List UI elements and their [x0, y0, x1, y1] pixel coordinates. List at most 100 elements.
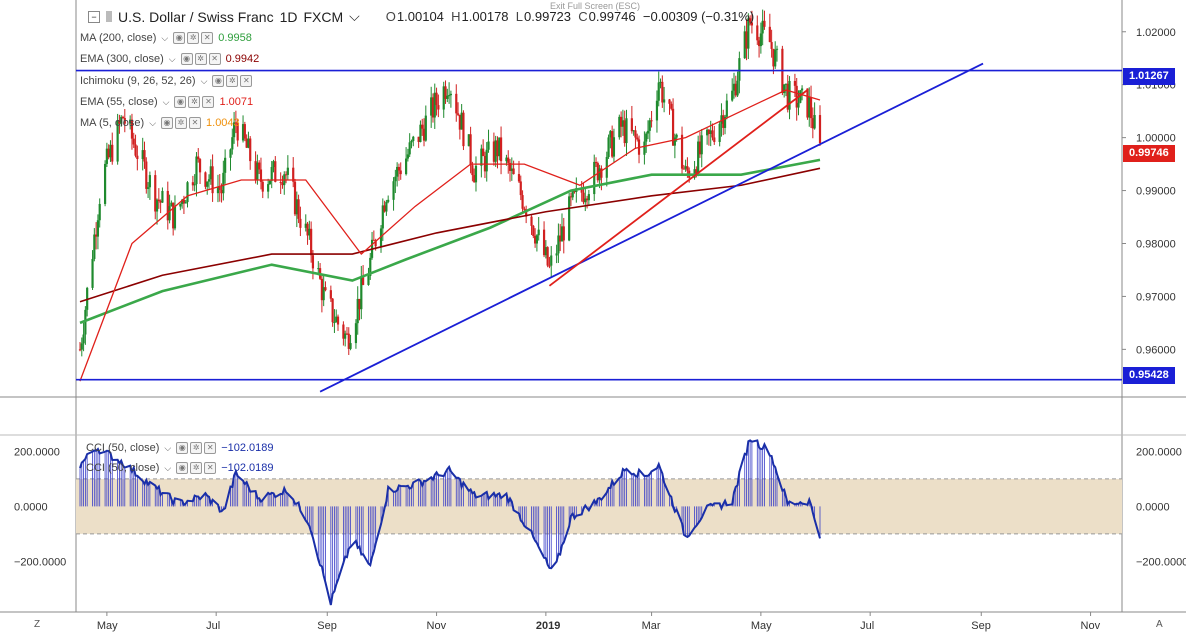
indicator-legend-row[interactable]: MA (5, close) ⌵ ◉ ✲ ✕ 1.0043: [80, 117, 240, 129]
candle-body: [387, 199, 390, 202]
candle-body: [331, 298, 334, 323]
indicator-label[interactable]: EMA (55, close): [80, 96, 158, 108]
candle-body: [98, 203, 101, 221]
data-source[interactable]: FXCM: [303, 8, 344, 25]
eye-icon[interactable]: ◉: [176, 462, 189, 474]
candle-body: [247, 138, 250, 148]
close-icon[interactable]: ✕: [202, 96, 215, 108]
candle-body: [181, 199, 184, 204]
indicator-legend-row[interactable]: EMA (55, close) ⌵ ◉ ✲ ✕ 1.0071: [80, 96, 253, 108]
candle-body: [399, 170, 402, 175]
candle-body: [324, 287, 327, 291]
candle-body: [161, 190, 164, 203]
candle-body: [510, 168, 513, 171]
close-icon[interactable]: ✕: [208, 53, 221, 65]
indicator-legend-row[interactable]: EMA (300, close) ⌵ ◉ ✲ ✕ 0.9942: [80, 53, 259, 65]
indicator-legend-row[interactable]: MA (200, close) ⌵ ◉ ✲ ✕ 0.9958: [80, 32, 252, 44]
candle-body: [336, 316, 340, 325]
chevron-down-icon[interactable]: ⌵: [200, 75, 208, 86]
candle-body: [731, 90, 734, 101]
chevron-down-icon[interactable]: ⌵: [161, 32, 169, 43]
collapse-icon[interactable]: −: [88, 10, 100, 23]
eye-icon[interactable]: ◉: [174, 96, 187, 108]
candle-body: [772, 48, 775, 67]
cci-legend-row[interactable]: CCI (50, close) ⌵ ◉ ✲ ✕ −102.0189: [86, 462, 274, 474]
gear-icon[interactable]: ✲: [190, 442, 203, 454]
chevron-down-icon[interactable]: ⌵: [164, 462, 172, 473]
gear-icon[interactable]: ✲: [226, 75, 239, 87]
ema300-line: [79, 167, 821, 303]
indicator-legend-row[interactable]: Ichimoku (9, 26, 52, 26) ⌵ ◉ ✲ ✕: [80, 75, 257, 87]
candle-body: [482, 148, 485, 156]
candle-body: [367, 276, 370, 285]
candle-body: [211, 166, 214, 194]
eye-icon[interactable]: ◉: [212, 75, 225, 87]
close-icon[interactable]: ✕: [189, 117, 202, 129]
candle-body: [311, 255, 315, 269]
auto-scale-button[interactable]: A: [1156, 619, 1163, 630]
gear-icon[interactable]: ✲: [190, 462, 203, 474]
candle-body: [170, 202, 173, 207]
close-icon[interactable]: ✕: [204, 442, 217, 454]
gear-icon[interactable]: ✲: [188, 96, 201, 108]
cci-legend-row[interactable]: CCI (50, close) ⌵ ◉ ✲ ✕ −102.0189: [86, 442, 274, 454]
close-icon[interactable]: ✕: [204, 462, 217, 474]
candle-body: [218, 186, 221, 190]
chevron-down-icon[interactable]: ⌵: [164, 442, 172, 453]
indicator-value: 0.9942: [225, 53, 260, 65]
chevron-down-icon[interactable]: ⌵: [162, 96, 170, 107]
eye-icon[interactable]: ◉: [176, 442, 189, 454]
candle-body: [111, 144, 114, 162]
candle-body: [621, 120, 625, 127]
candle-body: [286, 167, 289, 175]
chevron-down-icon[interactable]: ⌵: [349, 8, 360, 24]
candle-body: [460, 112, 463, 130]
time-tick-label: May: [751, 620, 772, 632]
chevron-down-icon[interactable]: ⌵: [149, 117, 157, 128]
gear-icon[interactable]: ✲: [187, 32, 200, 44]
eye-icon[interactable]: ◉: [161, 117, 174, 129]
close-icon[interactable]: ✕: [201, 32, 214, 44]
candle-body: [267, 184, 270, 192]
candle-body: [232, 122, 236, 138]
candle-body: [593, 161, 596, 195]
candle-body: [618, 116, 621, 138]
exit-fullscreen-hint[interactable]: Exit Full Screen (ESC): [550, 1, 641, 11]
gear-icon[interactable]: ✲: [194, 53, 207, 65]
chevron-down-icon[interactable]: ⌵: [168, 53, 176, 64]
indicator-label[interactable]: MA (5, close): [80, 117, 145, 129]
candle-body: [523, 208, 526, 210]
cci-label[interactable]: CCI (50, close): [86, 442, 160, 454]
symbol-name[interactable]: U.S. Dollar / Swiss Franc: [118, 8, 274, 25]
cci-label[interactable]: CCI (50, close): [86, 462, 160, 474]
gear-icon[interactable]: ✲: [175, 117, 188, 129]
candle-body: [788, 80, 791, 110]
timezone-button[interactable]: Z: [34, 619, 41, 630]
indicator-label[interactable]: EMA (300, close): [80, 53, 164, 65]
timeframe[interactable]: 1D: [279, 8, 298, 25]
cci-controls: ◉ ✲ ✕: [176, 442, 217, 454]
candle-body: [707, 129, 711, 134]
cci-tick-label-left: −200.0000: [14, 556, 66, 568]
candle-body: [93, 234, 96, 259]
indicator-label[interactable]: MA (200, close): [80, 32, 157, 44]
candle-body: [320, 278, 323, 301]
close-icon[interactable]: ✕: [240, 75, 253, 87]
candle-body: [435, 92, 438, 106]
candle-body: [474, 165, 478, 183]
price-tick-label: 0.99000: [1136, 186, 1176, 198]
candle-body: [347, 333, 350, 349]
candle-body: [700, 135, 703, 155]
candle-body: [146, 187, 150, 189]
indicator-label[interactable]: Ichimoku (9, 26, 52, 26): [80, 75, 196, 87]
candle-body: [206, 181, 209, 187]
candle-body: [342, 324, 345, 339]
eye-icon[interactable]: ◉: [180, 53, 193, 65]
candle-body: [784, 83, 788, 85]
candle-body: [143, 150, 146, 162]
candle-body: [663, 99, 666, 103]
candle-body: [485, 149, 488, 172]
candle-body: [723, 116, 727, 128]
eye-icon[interactable]: ◉: [173, 32, 186, 44]
